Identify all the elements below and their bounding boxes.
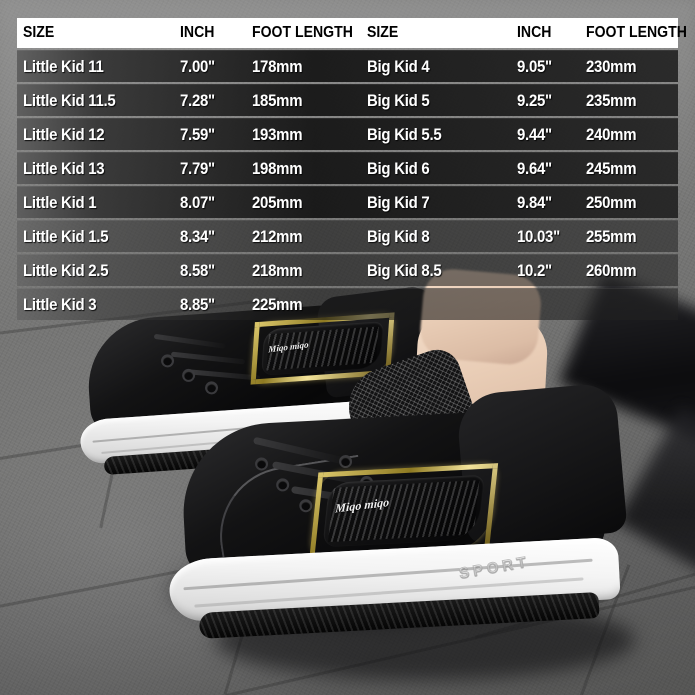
cell-mm-left: 212mm [252,226,303,246]
cell-size-left: Little Kid 11.5 [23,90,116,110]
cell-inch-left: 8.07" [180,192,215,212]
header-inch-2: INCH [517,24,552,41]
table-row: Little Kid 1.5 8.34" 212mm Big Kid 8 10.… [17,220,678,252]
header-inch-1: INCH [180,24,215,41]
cell-inch-right: 10.03" [517,226,560,246]
header-foot-length-1: FOOT LENGTH [252,24,353,41]
cell-size-left: Little Kid 1 [23,192,97,212]
cell-size-right: Big Kid 5 [367,90,430,110]
table-row: Little Kid 11.5 7.28" 185mm Big Kid 5 9.… [17,84,678,116]
cell-mm-right: 255mm [586,226,637,246]
cell-mm-left: 198mm [252,158,303,178]
table-row: Little Kid 2.5 8.58" 218mm Big Kid 8.5 1… [17,254,678,286]
cell-mm-right: 235mm [586,90,637,110]
cell-mm-left: 178mm [252,56,303,76]
cell-inch-right: 10.2" [517,260,552,280]
cell-inch-right: 9.64" [517,158,552,178]
cell-size-right: Big Kid 6 [367,158,430,178]
cell-inch-left: 8.58" [180,260,215,280]
front-sneaker: Miqo miqo SPORT [158,266,692,689]
cell-mm-left: 185mm [252,90,303,110]
header-size-1: SIZE [23,24,55,41]
table-row: Little Kid 1 8.07" 205mm Big Kid 7 9.84"… [17,186,678,218]
cell-inch-right: 9.25" [517,90,552,110]
cell-size-left: Little Kid 1.5 [23,226,109,246]
cell-mm-left: 218mm [252,260,303,280]
cell-size-left: Little Kid 2.5 [23,260,109,280]
cell-size-right: Big Kid 7 [367,192,430,212]
table-row: Little Kid 13 7.79" 198mm Big Kid 6 9.64… [17,152,678,184]
table-header-row: SIZE INCH FOOT LENGTH SIZE INCH FOOT LEN… [17,18,687,48]
cell-size-left: Little Kid 3 [23,294,97,314]
cell-inch-left: 8.85" [180,294,215,314]
cell-mm-right: 240mm [586,124,637,144]
cell-size-right: Big Kid 8.5 [367,260,442,280]
cell-mm-left: 193mm [252,124,303,144]
cell-inch-left: 7.00" [180,56,215,76]
cell-mm-right: 230mm [586,56,637,76]
cell-size-left: Little Kid 12 [23,124,105,144]
cell-mm-left: 205mm [252,192,303,212]
cell-mm-right: 245mm [586,158,637,178]
cell-size-right: Big Kid 8 [367,226,430,246]
table-row: Little Kid 11 7.00" 178mm Big Kid 4 9.05… [17,50,678,82]
cell-size-right: Big Kid 5.5 [367,124,442,144]
cell-mm-left: 225mm [252,294,303,314]
cell-inch-left: 7.28" [180,90,215,110]
cell-inch-right: 9.44" [517,124,552,144]
cell-inch-left: 8.34" [180,226,215,246]
cell-size-left: Little Kid 11 [23,56,104,76]
cell-inch-right: 9.84" [517,192,552,212]
table-row: Little Kid 3 8.85" 225mm [17,288,678,320]
cell-size-left: Little Kid 13 [23,158,105,178]
header-foot-length-2: FOOT LENGTH [586,24,687,41]
cell-mm-right: 260mm [586,260,637,280]
table-row: Little Kid 12 7.59" 193mm Big Kid 5.5 9.… [17,118,678,150]
header-size-2: SIZE [367,24,399,41]
cell-mm-right: 250mm [586,192,637,212]
cell-inch-left: 7.59" [180,124,215,144]
size-chart-table: SIZE INCH FOOT LENGTH SIZE INCH FOOT LEN… [17,18,687,322]
cell-inch-left: 7.79" [180,158,215,178]
cell-inch-right: 9.05" [517,56,552,76]
cell-size-right: Big Kid 4 [367,56,430,76]
